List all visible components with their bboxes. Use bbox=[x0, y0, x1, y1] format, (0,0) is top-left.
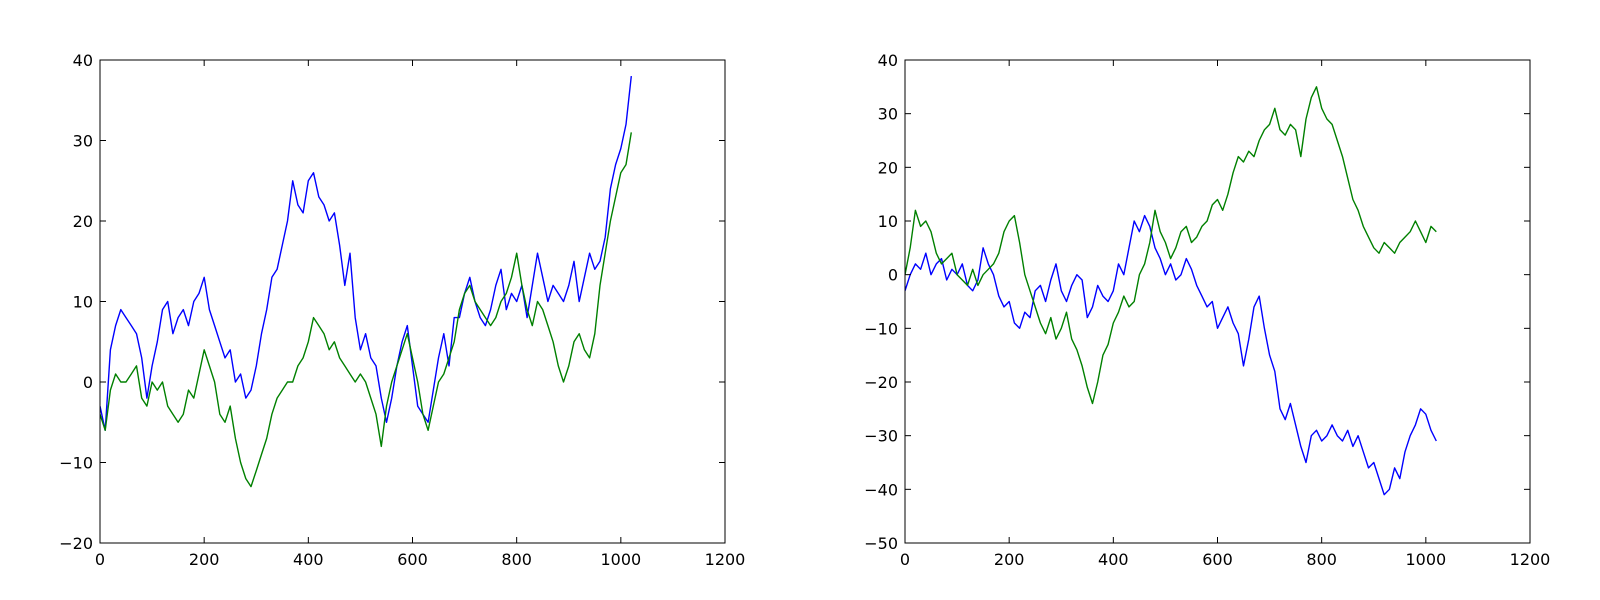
x-tick-label: 1200 bbox=[705, 550, 746, 569]
x-tick-label: 1200 bbox=[1510, 550, 1551, 569]
x-tick-label: 200 bbox=[994, 550, 1025, 569]
chart-right: 0 200 400 600 800 1000 1200 −50 −40 −30 −20 −10 0 10 2… bbox=[864, 51, 1550, 569]
y-tick-label: −50 bbox=[864, 534, 898, 553]
y-tick-label: 40 bbox=[73, 51, 93, 70]
chart-left: 0 200 400 600 800 1000 1200 −20 −10 0 10 20 30 40 bbox=[59, 51, 745, 569]
y-tick-label: 20 bbox=[878, 158, 898, 177]
y-tick-label: −10 bbox=[59, 454, 93, 473]
y-tick-label: 0 bbox=[83, 373, 93, 392]
y-tick-label: 10 bbox=[878, 212, 898, 231]
x-tick-label: 400 bbox=[1098, 550, 1129, 569]
y-tick-label: −20 bbox=[864, 373, 898, 392]
y-tick-label: 30 bbox=[878, 105, 898, 124]
y-tick-label: 40 bbox=[878, 51, 898, 70]
y-tick-label: 0 bbox=[888, 266, 898, 285]
y-tick-label: −30 bbox=[864, 427, 898, 446]
series-line-green bbox=[100, 132, 632, 488]
x-tick-label: 600 bbox=[397, 550, 428, 569]
x-tick-label: 0 bbox=[900, 550, 910, 569]
y-tick-label: −40 bbox=[864, 480, 898, 499]
y-tick-label: 20 bbox=[73, 212, 93, 231]
x-tick-label: 0 bbox=[95, 550, 105, 569]
series-line-green bbox=[905, 86, 1437, 405]
x-tick-label: 1000 bbox=[1405, 550, 1446, 569]
x-tick-label: 400 bbox=[293, 550, 324, 569]
x-tick-label: 800 bbox=[1306, 550, 1337, 569]
x-tick-label: 800 bbox=[501, 550, 532, 569]
y-tick-label: 10 bbox=[73, 293, 93, 312]
x-tick-label: 600 bbox=[1202, 550, 1233, 569]
y-tick-label: −10 bbox=[864, 319, 898, 338]
x-tick-label: 1000 bbox=[600, 550, 641, 569]
x-tick-label: 200 bbox=[189, 550, 220, 569]
plot-frame bbox=[904, 59, 1531, 544]
y-tick-label: 30 bbox=[73, 132, 93, 151]
y-tick-label: −20 bbox=[59, 534, 93, 553]
series-line-blue bbox=[905, 214, 1437, 496]
series-line-blue bbox=[100, 76, 632, 431]
